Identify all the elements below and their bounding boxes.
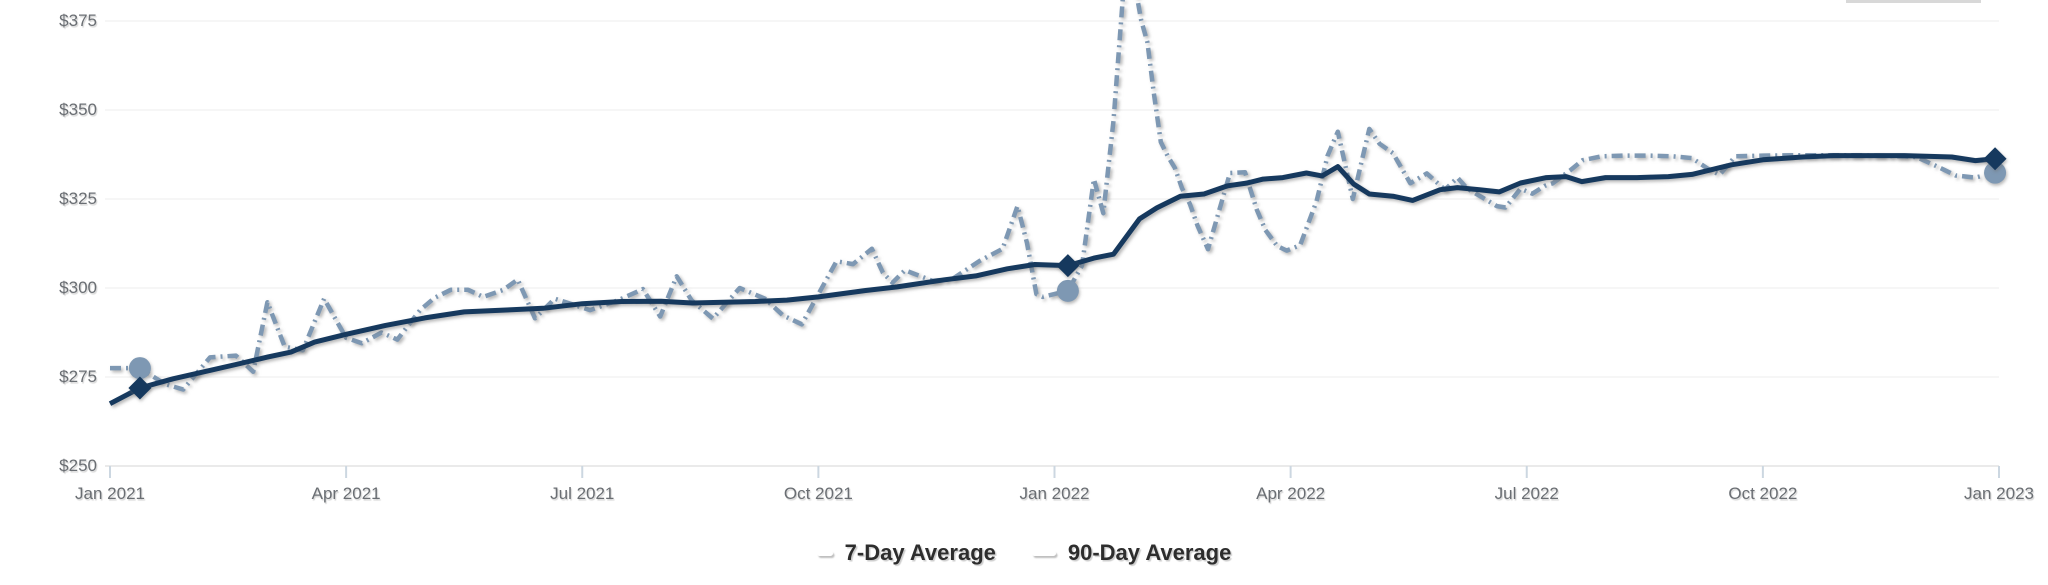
y-axis-label: $275 [59,367,97,386]
data-point-circle-marker[interactable] [128,357,151,380]
x-axis-label: Jan 2022 [1019,484,1090,503]
chart-legend: 7-Day Average 90-Day Average [0,536,2048,570]
legend-item-7-day-average[interactable]: 7-Day Average [817,540,996,566]
x-axis-label: Jul 2021 [550,484,615,503]
y-axis-label: $300 [59,278,97,297]
x-axis-label: Apr 2022 [1256,484,1326,503]
x-axis-label: Oct 2021 [783,484,853,503]
data-point-diamond-marker[interactable] [128,376,152,400]
data-point-circle-marker[interactable] [1984,161,2007,184]
y-axis-label: $375 [59,11,97,30]
ninety-day-average-line [108,153,1996,406]
x-axis-label: Oct 2022 [1728,484,1798,503]
legend-label: 7-Day Average [844,540,996,565]
solid-line-swatch-icon [1032,551,1056,556]
x-axis-label: Jan 2023 [1964,484,2034,503]
seven-day-average-line [110,0,1996,392]
legend-label: 90-Day Average [1067,540,1232,565]
x-axis-label: Apr 2021 [311,484,381,503]
y-axis-label: $325 [59,189,97,208]
x-axis-label: Jan 2021 [75,484,145,503]
data-point-diamond-marker[interactable] [1983,147,2007,171]
legend-item-90-day-average[interactable]: 90-Day Average [1032,540,1231,566]
y-axis-label: $350 [59,100,97,119]
dashed-line-swatch-icon [817,551,833,556]
data-point-diamond-marker[interactable] [1056,254,1080,278]
data-point-circle-marker[interactable] [1056,279,1079,302]
y-axis-label: $250 [59,456,97,475]
x-axis-label: Jul 2022 [1494,484,1559,503]
